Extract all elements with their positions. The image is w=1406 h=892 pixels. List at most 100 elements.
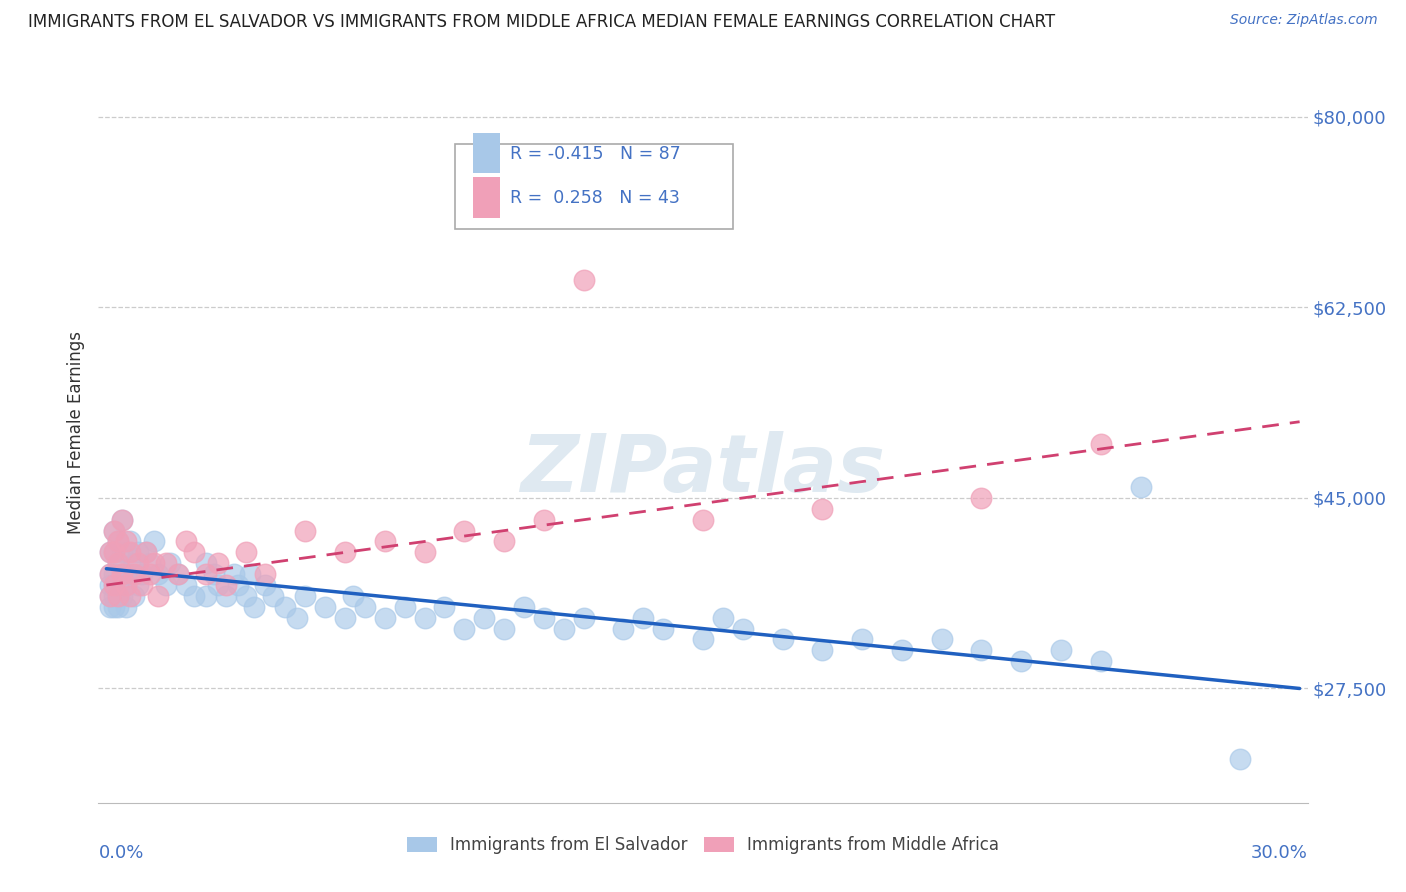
Point [374, 534, 396, 549]
Point [931, 632, 953, 647]
Point [333, 610, 356, 624]
Point [135, 545, 157, 559]
Point [174, 534, 197, 549]
Point [115, 545, 138, 559]
Point [533, 610, 555, 624]
Point [262, 589, 284, 603]
Point [851, 632, 873, 647]
Point [103, 545, 125, 559]
Point [513, 599, 536, 614]
Point [107, 589, 129, 603]
Point [453, 622, 475, 636]
Point [107, 589, 129, 603]
Point [235, 545, 257, 559]
Point [155, 556, 177, 570]
Point [394, 599, 416, 614]
Point [472, 610, 495, 624]
Point [572, 610, 595, 624]
Point [127, 556, 149, 570]
Point [159, 556, 181, 570]
Point [139, 567, 162, 582]
Point [167, 567, 190, 582]
Point [103, 578, 125, 592]
Point [274, 599, 297, 614]
Point [103, 578, 125, 592]
Point [127, 545, 149, 559]
Point [711, 610, 734, 624]
Point [103, 524, 125, 538]
Point [294, 524, 316, 538]
Point [98, 578, 121, 592]
Point [1090, 436, 1112, 450]
Point [453, 524, 475, 538]
Point [194, 556, 217, 570]
Point [111, 513, 134, 527]
Point [111, 545, 134, 559]
Point [890, 643, 912, 657]
Point [167, 567, 190, 582]
Point [135, 545, 157, 559]
Point [115, 534, 138, 549]
Point [103, 599, 125, 614]
Point [139, 556, 162, 570]
Point [115, 567, 138, 582]
Point [354, 599, 377, 614]
Point [333, 545, 356, 559]
Point [235, 589, 257, 603]
Point [122, 567, 145, 582]
Point [1129, 480, 1152, 494]
Point [254, 578, 277, 592]
Point [131, 578, 153, 592]
Point [1010, 654, 1032, 668]
Point [254, 567, 277, 582]
Point [103, 524, 125, 538]
Point [633, 610, 655, 624]
Text: IMMIGRANTS FROM EL SALVADOR VS IMMIGRANTS FROM MIDDLE AFRICA MEDIAN FEMALE EARNI: IMMIGRANTS FROM EL SALVADOR VS IMMIGRANT… [28, 13, 1056, 31]
Point [120, 589, 142, 603]
Point [342, 589, 364, 603]
Point [103, 589, 125, 603]
Point [1090, 654, 1112, 668]
Text: R = -0.415   N = 87: R = -0.415 N = 87 [509, 145, 681, 162]
Point [494, 534, 516, 549]
Point [433, 599, 456, 614]
Point [107, 534, 129, 549]
Point [131, 567, 153, 582]
Point [294, 589, 316, 603]
Point [174, 578, 197, 592]
Point [494, 622, 516, 636]
FancyBboxPatch shape [456, 144, 734, 229]
Point [98, 567, 121, 582]
Text: 0.0%: 0.0% [98, 844, 143, 862]
Point [239, 567, 262, 582]
Point [1229, 752, 1251, 766]
Point [98, 567, 121, 582]
Point [143, 534, 166, 549]
Text: Source: ZipAtlas.com: Source: ZipAtlas.com [1230, 13, 1378, 28]
Point [98, 599, 121, 614]
Point [533, 513, 555, 527]
Point [111, 589, 134, 603]
Point [122, 556, 145, 570]
Point [811, 501, 834, 516]
Point [107, 578, 129, 592]
Point [98, 545, 121, 559]
Point [413, 610, 436, 624]
Point [612, 622, 634, 636]
Point [120, 545, 142, 559]
Point [194, 567, 217, 582]
Point [98, 589, 121, 603]
Point [413, 545, 436, 559]
Text: R =  0.258   N = 43: R = 0.258 N = 43 [509, 189, 679, 207]
Point [652, 622, 675, 636]
Bar [474, 178, 501, 218]
Legend: Immigrants from El Salvador, Immigrants from Middle Africa: Immigrants from El Salvador, Immigrants … [399, 830, 1007, 861]
Point [98, 545, 121, 559]
Point [553, 622, 575, 636]
Point [772, 632, 794, 647]
Point [98, 589, 121, 603]
Point [122, 589, 145, 603]
Point [111, 567, 134, 582]
Point [107, 556, 129, 570]
Point [1050, 643, 1073, 657]
